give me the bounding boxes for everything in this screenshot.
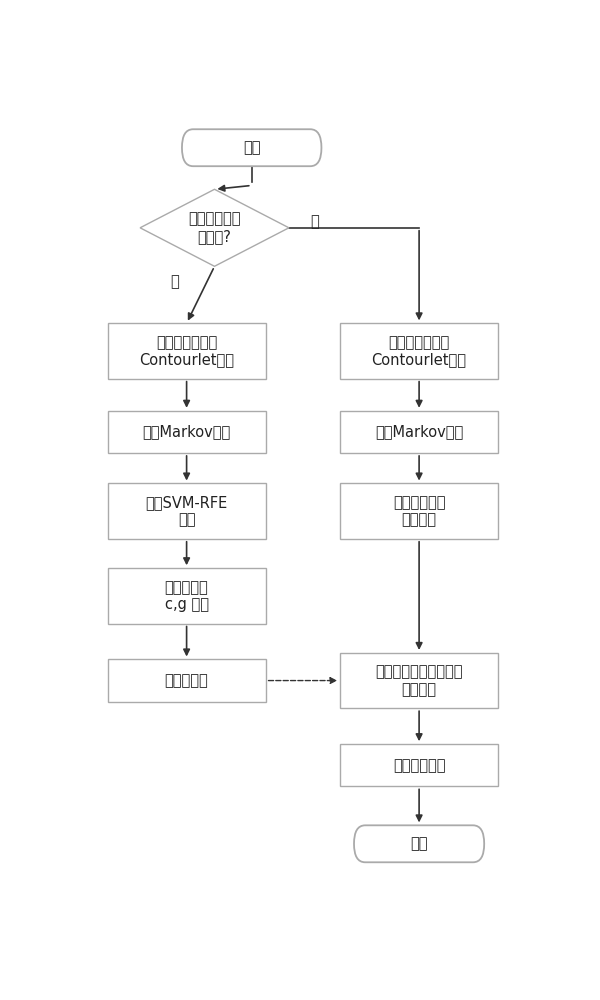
Text: 提取Markov特征: 提取Markov特征 bbox=[375, 424, 463, 439]
Bar bbox=[340, 744, 498, 786]
Text: 对训练图像进行
Contourlet变化: 对训练图像进行 Contourlet变化 bbox=[139, 335, 234, 367]
Text: 使用SVM-RFE
降维: 使用SVM-RFE 降维 bbox=[145, 495, 228, 527]
Bar bbox=[107, 659, 266, 702]
Text: 根据降维结果
筛选特征: 根据降维结果 筛选特征 bbox=[393, 495, 445, 527]
Text: 寻找最优的
c,g 参数: 寻找最优的 c,g 参数 bbox=[164, 580, 209, 612]
Text: 得到分类器: 得到分类器 bbox=[165, 673, 208, 688]
Polygon shape bbox=[140, 189, 289, 266]
Text: 是: 是 bbox=[310, 214, 319, 229]
Text: 得到预测结果: 得到预测结果 bbox=[393, 758, 445, 773]
Bar bbox=[107, 411, 266, 453]
Bar bbox=[340, 653, 498, 708]
Bar bbox=[340, 323, 498, 379]
Text: 结束: 结束 bbox=[410, 836, 428, 851]
Text: 利用分类器对特征进行
分类预测: 利用分类器对特征进行 分类预测 bbox=[376, 664, 463, 697]
Text: 提取Markov特征: 提取Markov特征 bbox=[142, 424, 231, 439]
Bar bbox=[340, 483, 498, 539]
Text: 否: 否 bbox=[170, 274, 179, 289]
Bar bbox=[107, 323, 266, 379]
FancyBboxPatch shape bbox=[354, 825, 484, 862]
Bar bbox=[107, 483, 266, 539]
Bar bbox=[340, 411, 498, 453]
Bar bbox=[107, 568, 266, 624]
Text: 对测试图像进行
Contourlet变化: 对测试图像进行 Contourlet变化 bbox=[371, 335, 467, 367]
FancyBboxPatch shape bbox=[182, 129, 322, 166]
Text: 开始: 开始 bbox=[243, 140, 260, 155]
Text: 是否已经训练
分类器?: 是否已经训练 分类器? bbox=[188, 212, 241, 244]
